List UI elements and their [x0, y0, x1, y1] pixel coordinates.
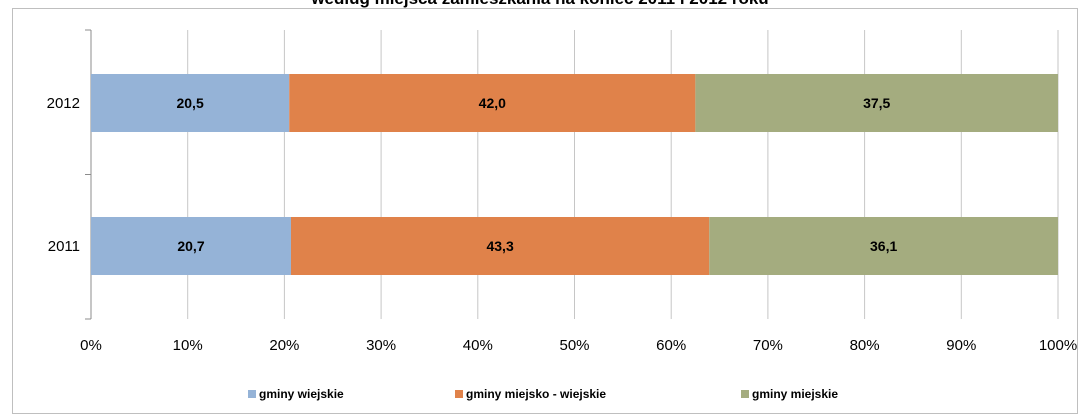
chart-frame [12, 8, 1078, 414]
bar-segment [709, 217, 1058, 275]
x-tick-label: 40% [463, 337, 493, 354]
x-tick-label: 20% [269, 337, 299, 354]
legend-item-gminy-miejskie: gminy miejskie [741, 387, 838, 401]
legend-swatch [248, 390, 256, 398]
legend-label: gminy miejskie [752, 387, 839, 401]
category-label: 2011 [48, 238, 80, 255]
legend-item-gminy-wiejskie: gminy wiejskie [248, 387, 344, 401]
legend-label: gminy wiejskie [259, 387, 344, 401]
data-label: 20,7 [177, 238, 204, 254]
x-tick-label: 10% [173, 337, 203, 354]
bar-segment [289, 74, 696, 132]
chart-title: według miejsca zamieszkania na koniec 20… [0, 0, 1080, 9]
bar-segment [91, 217, 291, 275]
x-tick-label: 80% [850, 337, 880, 354]
bar-segment [91, 74, 290, 132]
x-tick-label: 100% [1039, 337, 1077, 354]
x-tick-label: 50% [559, 337, 589, 354]
x-tick-label: 60% [656, 337, 686, 354]
legend-swatch [455, 390, 463, 398]
data-label: 20,5 [176, 95, 203, 111]
data-label: 43,3 [486, 238, 513, 254]
data-label: 36,1 [870, 238, 897, 254]
bar-segment [695, 74, 1058, 132]
x-tick-label: 70% [753, 337, 783, 354]
data-label: 37,5 [863, 95, 890, 111]
legend-item-gminy-miejsko-wiejskie: gminy miejsko - wiejskie [455, 387, 606, 401]
x-tick-label: 30% [366, 337, 396, 354]
legend: gminy wiejskie gminy miejsko - wiejskie … [0, 387, 1080, 407]
category-label: 2012 [47, 95, 80, 112]
x-tick-label: 90% [946, 337, 976, 354]
x-tick-label: 0% [80, 337, 102, 354]
data-label: 42,0 [479, 95, 506, 111]
bar-segment [290, 217, 710, 275]
legend-label: gminy miejsko - wiejskie [466, 387, 607, 401]
legend-swatch [741, 390, 749, 398]
